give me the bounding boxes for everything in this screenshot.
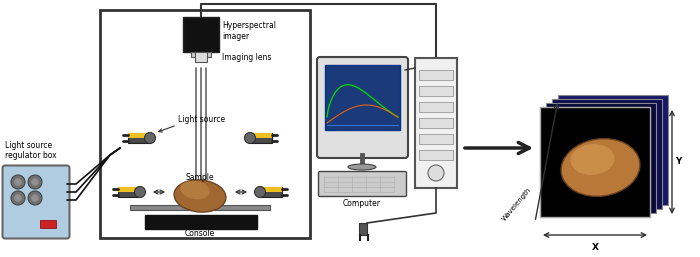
Bar xyxy=(558,95,668,205)
Circle shape xyxy=(11,175,25,189)
Text: X: X xyxy=(592,243,598,252)
Circle shape xyxy=(15,195,22,201)
Bar xyxy=(546,103,656,213)
FancyBboxPatch shape xyxy=(3,166,69,238)
Polygon shape xyxy=(260,187,282,197)
Bar xyxy=(191,52,211,57)
Text: Console: Console xyxy=(185,230,215,238)
Ellipse shape xyxy=(561,139,640,196)
Ellipse shape xyxy=(348,164,376,170)
Ellipse shape xyxy=(174,180,226,212)
Bar xyxy=(419,70,453,80)
Text: Sample: Sample xyxy=(186,173,214,182)
Ellipse shape xyxy=(180,181,210,199)
Text: Computer: Computer xyxy=(343,198,381,207)
Polygon shape xyxy=(260,187,282,192)
Text: Hyperspectral
imager: Hyperspectral imager xyxy=(222,21,276,41)
Bar xyxy=(40,220,56,228)
Circle shape xyxy=(255,187,265,197)
Text: Y: Y xyxy=(675,158,681,167)
Text: Wavelength: Wavelength xyxy=(501,186,533,222)
Circle shape xyxy=(15,179,22,186)
Text: Light source
regulator box: Light source regulator box xyxy=(5,141,57,160)
Circle shape xyxy=(32,195,38,201)
Bar xyxy=(540,107,650,217)
Circle shape xyxy=(244,133,256,143)
Circle shape xyxy=(134,187,146,197)
Bar xyxy=(359,223,367,235)
Polygon shape xyxy=(118,187,140,197)
Bar xyxy=(183,17,219,52)
Bar xyxy=(419,86,453,96)
Text: Light source: Light source xyxy=(178,115,225,124)
Bar xyxy=(415,58,457,188)
Circle shape xyxy=(11,191,25,205)
Bar xyxy=(419,102,453,112)
Circle shape xyxy=(28,175,42,189)
Polygon shape xyxy=(250,133,272,138)
Circle shape xyxy=(428,165,444,181)
Bar xyxy=(145,215,257,229)
FancyBboxPatch shape xyxy=(318,171,407,197)
Bar xyxy=(195,52,207,62)
Polygon shape xyxy=(128,133,150,143)
Bar xyxy=(419,118,453,128)
Ellipse shape xyxy=(570,144,615,175)
Text: Imaging lens: Imaging lens xyxy=(222,52,272,61)
Polygon shape xyxy=(128,133,150,138)
Bar xyxy=(540,107,650,217)
Circle shape xyxy=(28,191,42,205)
Circle shape xyxy=(144,133,155,143)
Bar xyxy=(100,10,310,238)
Circle shape xyxy=(32,179,38,186)
Bar xyxy=(130,205,270,210)
Polygon shape xyxy=(118,187,140,192)
Polygon shape xyxy=(250,133,272,143)
Bar xyxy=(419,150,453,160)
Bar xyxy=(552,99,662,209)
Bar xyxy=(419,134,453,144)
Bar xyxy=(325,65,400,130)
FancyBboxPatch shape xyxy=(317,57,408,158)
